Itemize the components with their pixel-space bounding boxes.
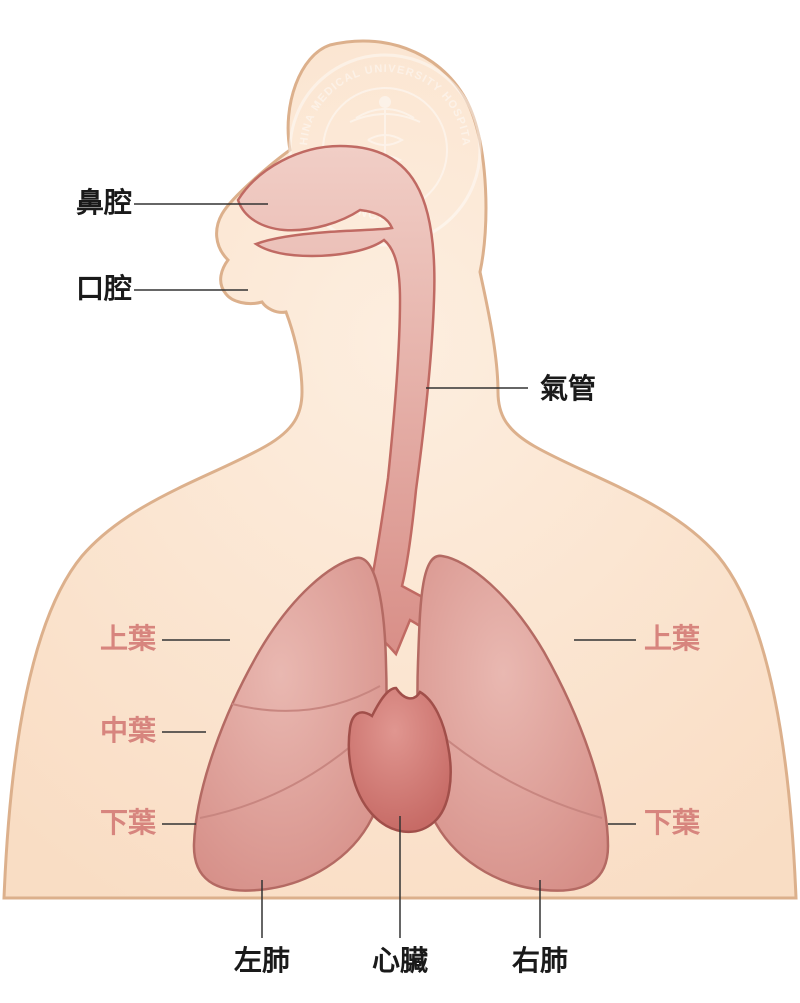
label-heart: 心臟 <box>372 945 428 976</box>
label-left-upper-lobe: 上葉 <box>100 623 157 654</box>
label-right-upper-lobe: 上葉 <box>644 623 701 654</box>
label-left-lower-lobe: 下葉 <box>100 807 157 838</box>
label-trachea: 氣管 <box>540 372 596 404</box>
respiratory-diagram: CHINA MEDICAL UNIVERSITY HOSPITAL SINCE … <box>0 0 800 1003</box>
label-oral: 口腔 <box>76 273 132 304</box>
label-right-lung: 右肺 <box>512 945 568 976</box>
label-nasal: 鼻腔 <box>76 187 132 218</box>
label-right-lower-lobe: 下葉 <box>644 807 701 838</box>
label-left-lung: 左肺 <box>234 945 290 976</box>
label-left-middle-lobe: 中葉 <box>100 715 157 746</box>
